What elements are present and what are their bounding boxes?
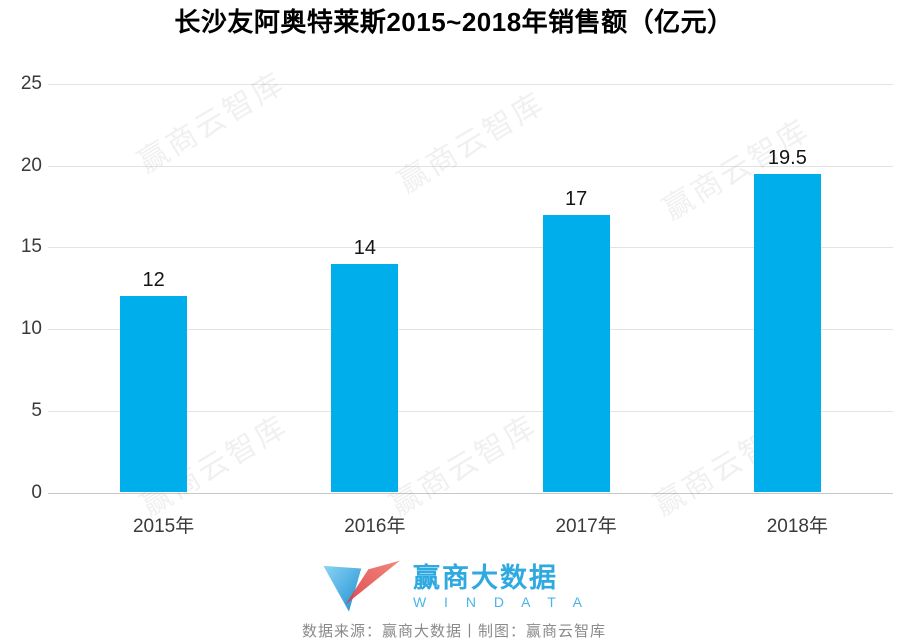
gridline-25 xyxy=(48,84,893,85)
y-tick-label-5: 5 xyxy=(31,399,42,421)
brand-name: 赢商大数据 xyxy=(412,563,558,593)
bar-2016年 xyxy=(331,263,399,493)
x-tick-label-2016年: 2016年 xyxy=(344,516,406,537)
bar-value-label-2017年: 17 xyxy=(565,187,588,210)
bar-value-label-2018年: 19.5 xyxy=(767,146,807,169)
bar-2018年 xyxy=(753,173,821,493)
gridline-15 xyxy=(48,247,893,249)
gridline-10 xyxy=(48,329,893,331)
watermark-2: 赢商云智库 xyxy=(392,86,552,200)
bar-2015年 xyxy=(120,296,188,493)
watermark-1: 赢商云智库 xyxy=(132,66,292,180)
chart-title: 长沙友阿奥特莱斯2015~2018年销售额（亿元） xyxy=(174,7,734,37)
brand-lockup: 赢商大数据 W I N D A T A xyxy=(0,556,908,618)
bar-value-label-2015年: 12 xyxy=(142,269,165,292)
source-credit: 数据来源：赢商大数据丨制图：赢商云智库 xyxy=(301,623,606,640)
y-tick-label-15: 15 xyxy=(20,236,42,258)
x-tick-label-2018年: 2018年 xyxy=(766,516,829,537)
bar-2017年 xyxy=(542,214,610,493)
brand-subtitle: W I N D A T A xyxy=(412,594,590,610)
logo-blue-wing xyxy=(323,565,362,612)
x-tick-label-2017年: 2017年 xyxy=(555,516,617,537)
gridline-20 xyxy=(48,165,893,167)
y-tick-label-10: 10 xyxy=(20,318,42,340)
y-tick-label-20: 20 xyxy=(20,154,42,176)
brand-text: 赢商大数据 W I N D A T A xyxy=(413,563,589,611)
watermark-5: 赢商云智库 xyxy=(384,409,544,523)
x-tick-label-2015年: 2015年 xyxy=(132,516,195,537)
bar-value-label-2016年: 14 xyxy=(353,236,376,259)
y-tick-label-25: 25 xyxy=(20,73,42,94)
y-tick-label-0: 0 xyxy=(31,481,42,503)
win-data-logo-icon xyxy=(323,560,400,612)
gridline-5 xyxy=(48,410,893,412)
gridline-0 xyxy=(48,492,893,494)
